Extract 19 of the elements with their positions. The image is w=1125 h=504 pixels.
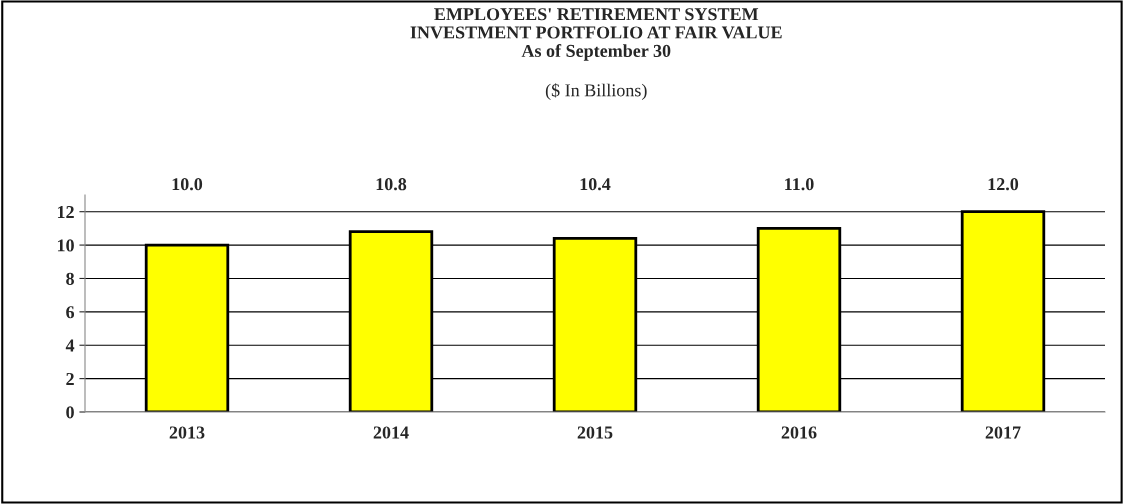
x-tick-label: 2017 — [985, 426, 1021, 439]
y-tick-label: 2 — [66, 372, 74, 385]
y-tick-label: 6 — [66, 306, 75, 319]
x-tick-label: 2016 — [781, 426, 817, 439]
chart-subtitle: ($ In Billions) — [545, 83, 647, 101]
data-label: 10.4 — [580, 178, 611, 191]
data-label: 10.8 — [376, 178, 407, 191]
y-tick-label: 10 — [57, 239, 74, 252]
y-tick-label: 8 — [66, 272, 74, 285]
x-tick-label: 2015 — [577, 426, 613, 439]
data-label: 10.0 — [172, 178, 203, 191]
x-tick-label: 2013 — [169, 426, 205, 439]
data-label: 12.0 — [988, 178, 1019, 191]
y-tick-label: 0 — [66, 406, 74, 419]
chart-title: EMPLOYEES' RETIREMENT SYSTEM INVESTMENT PORTFOLIO AT FAIR VALUE As of September 30 — [410, 8, 782, 61]
y-tick-label: 4 — [65, 339, 75, 352]
x-tick-label: 2014 — [373, 426, 409, 439]
y-tick-label: 12 — [57, 206, 74, 218]
data-label: 11.0 — [785, 178, 814, 191]
